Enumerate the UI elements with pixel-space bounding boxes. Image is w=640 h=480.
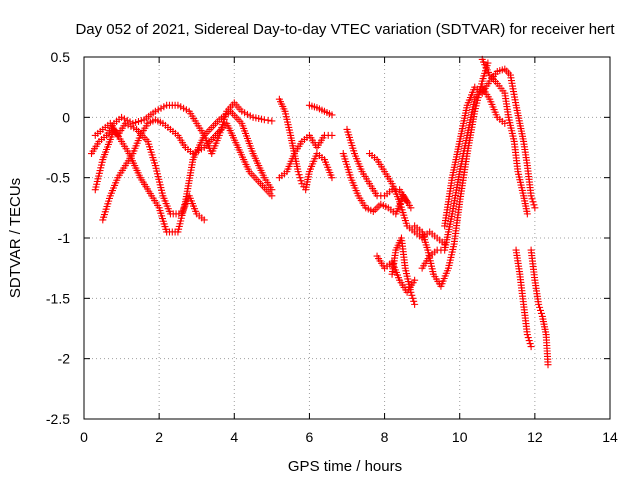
data-point bbox=[328, 111, 336, 119]
x-tick-label: 0 bbox=[80, 429, 88, 445]
data-point bbox=[484, 59, 492, 67]
x-tick-label: 12 bbox=[527, 429, 543, 445]
data-point-interp bbox=[536, 303, 544, 311]
data-point bbox=[527, 192, 535, 200]
data-point bbox=[523, 331, 531, 339]
data-point-interp bbox=[528, 195, 536, 203]
x-tick-labels: 0 2 4 6 8 10 12 14 bbox=[80, 429, 618, 445]
data-point bbox=[328, 174, 336, 182]
data-point bbox=[527, 343, 535, 351]
y-axis-label: SDTVAR / TECUs bbox=[7, 178, 24, 298]
data-point-interp bbox=[537, 309, 545, 317]
y-tick-label: 0.5 bbox=[51, 49, 71, 65]
x-tick-label: 4 bbox=[230, 429, 238, 445]
data-point-interp bbox=[264, 116, 272, 124]
data-point bbox=[328, 131, 336, 139]
x-tick-label: 10 bbox=[452, 429, 468, 445]
data-point-interp bbox=[373, 204, 381, 212]
x-tick-label: 8 bbox=[381, 429, 389, 445]
data-point bbox=[535, 300, 543, 308]
y-tick-label: -0.5 bbox=[46, 170, 70, 186]
data-point bbox=[268, 192, 276, 200]
plot-frame bbox=[83, 56, 611, 420]
data-point-interp bbox=[371, 206, 379, 214]
axis-ticks bbox=[83, 56, 611, 420]
data-point bbox=[407, 204, 415, 212]
data-point bbox=[531, 204, 539, 212]
data-point bbox=[523, 210, 531, 218]
y-tick-label: -2 bbox=[58, 351, 71, 367]
data-point bbox=[501, 119, 509, 127]
data-point-interp bbox=[410, 297, 418, 305]
y-tick-label: -2.5 bbox=[46, 411, 70, 427]
data-point-interp bbox=[297, 177, 305, 185]
y-tick-labels: 0.5 0 -0.5 -1 -1.5 -2 -2.5 bbox=[46, 49, 70, 427]
gridlines bbox=[84, 57, 610, 419]
data-points bbox=[88, 55, 552, 369]
y-tick-label: 0 bbox=[62, 109, 70, 125]
data-point bbox=[544, 361, 552, 369]
data-point bbox=[268, 117, 276, 125]
x-tick-label: 14 bbox=[602, 429, 618, 445]
data-point bbox=[411, 276, 419, 284]
data-point bbox=[403, 198, 411, 206]
data-point-interp bbox=[525, 337, 533, 345]
data-point bbox=[294, 168, 302, 176]
data-point bbox=[200, 216, 208, 224]
x-tick-label: 2 bbox=[155, 429, 163, 445]
data-point-interp bbox=[296, 174, 304, 182]
data-point bbox=[260, 116, 268, 124]
data-point-interp bbox=[409, 294, 417, 302]
chart-title: Day 052 of 2021, Sidereal Day-to-day VTE… bbox=[75, 21, 615, 38]
data-point-interp bbox=[526, 340, 534, 348]
x-axis-label: GPS time / hours bbox=[288, 458, 402, 475]
data-point-interp bbox=[295, 171, 303, 179]
x-tick-label: 6 bbox=[306, 429, 314, 445]
data-point-interp bbox=[524, 334, 532, 342]
data-point bbox=[411, 300, 419, 308]
data-point-interp bbox=[529, 198, 537, 206]
data-point bbox=[407, 288, 415, 296]
y-tick-label: -1.5 bbox=[46, 290, 70, 306]
data-point-interp bbox=[530, 201, 538, 209]
y-tick-label: -1 bbox=[58, 230, 71, 246]
data-point-interp bbox=[408, 291, 416, 299]
data-point-interp bbox=[375, 202, 383, 210]
data-point bbox=[298, 180, 306, 188]
data-point-interp bbox=[536, 306, 544, 314]
